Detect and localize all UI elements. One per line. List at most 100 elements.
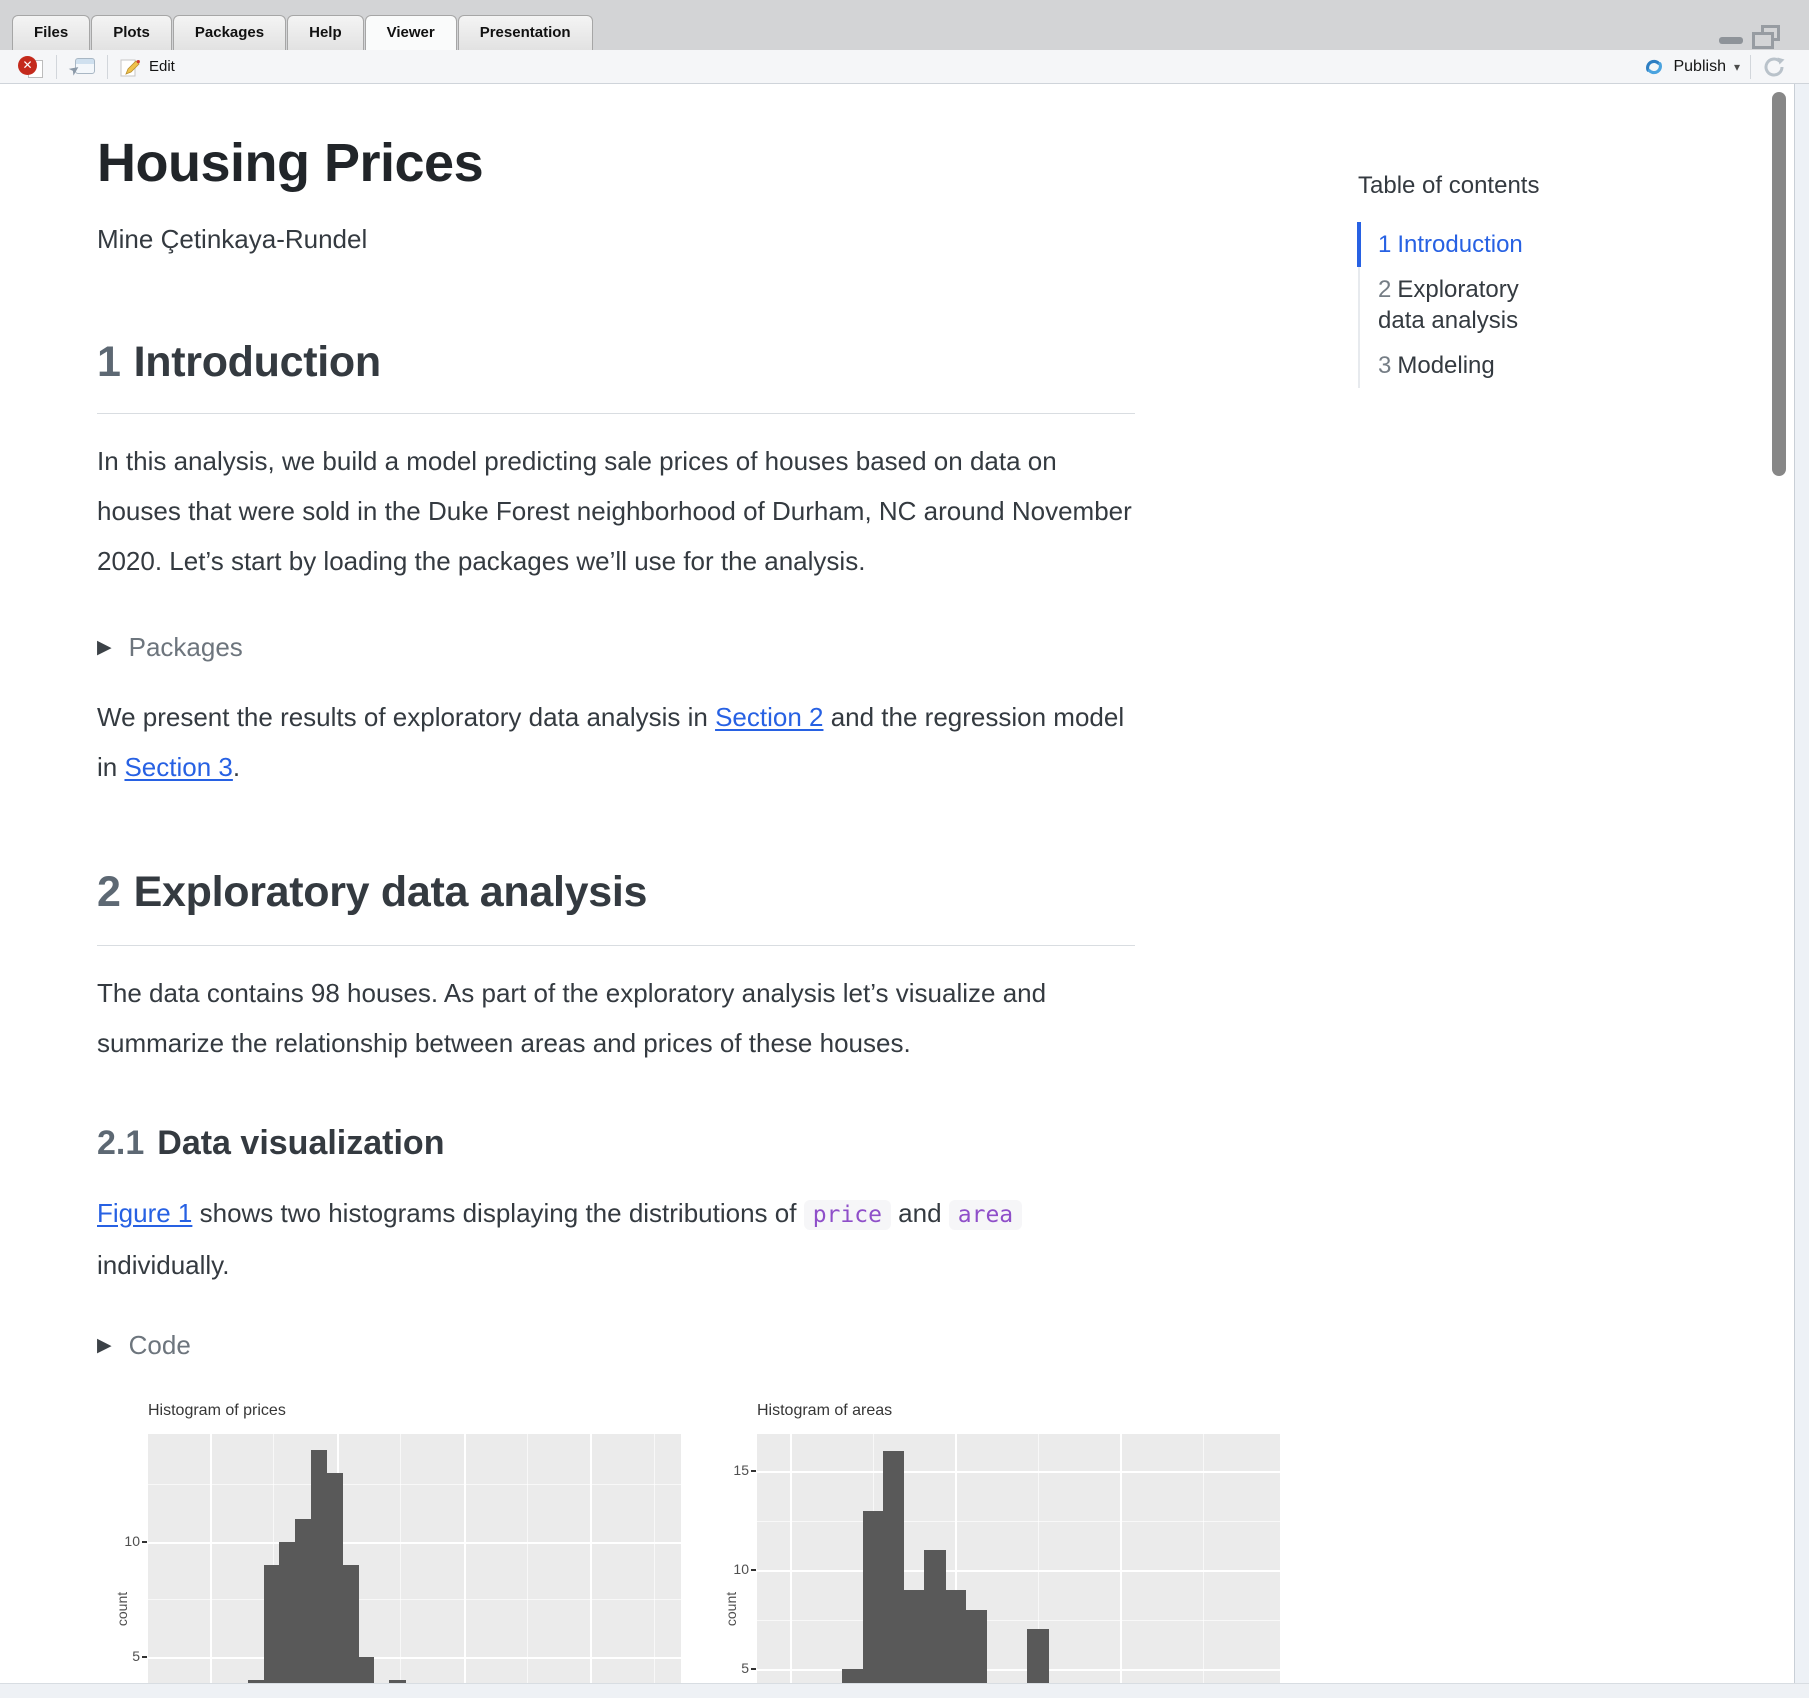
toc-list: 1 Introduction 2 Exploratory data analysis 3… <box>1357 222 1570 388</box>
page-title: Housing Prices <box>97 133 484 193</box>
restore-icon[interactable] <box>1752 25 1782 49</box>
tab-presentation[interactable]: Presentation <box>457 15 593 50</box>
heading-eda: 2 Exploratory data analysis <box>97 868 647 917</box>
heading-text: Exploratory data analysis <box>133 868 648 916</box>
histogram-bar <box>326 1472 343 1683</box>
toolbar-right-group: Publish ▾ <box>1643 54 1809 80</box>
toc-item-label: Exploratory data analysis <box>1378 276 1519 334</box>
toc-item-number: 2 <box>1378 276 1392 303</box>
heading-text: Data visualization <box>157 1124 445 1162</box>
grid-line <box>148 1484 681 1486</box>
grid-line <box>653 1434 655 1683</box>
edit-button[interactable]: Edit <box>120 57 175 77</box>
packages-fold-label: Packages <box>128 632 243 662</box>
grid-line <box>1202 1434 1204 1683</box>
histogram-bar <box>1027 1629 1049 1683</box>
toc-item-modeling[interactable]: 3 Modeling <box>1360 343 1570 388</box>
pane-bottom-edge <box>0 1683 1809 1698</box>
grid-line <box>757 1471 1280 1473</box>
tab-help[interactable]: Help <box>287 15 364 50</box>
pencil-icon <box>120 59 140 76</box>
tab-files[interactable]: Files <box>12 15 91 50</box>
text-run: and <box>890 1198 949 1228</box>
edit-button-label: Edit <box>149 58 175 75</box>
packages-fold[interactable]: ▶ Packages <box>97 632 243 663</box>
rendered-document: Housing Prices Mine Çetinkaya-Rundel 1 In… <box>0 84 1794 1683</box>
histogram-bar <box>965 1609 987 1683</box>
pane-tabs: Files Plots Packages Help Viewer Presentation <box>12 15 594 50</box>
y-axis-title: count <box>723 1591 739 1627</box>
code-fold[interactable]: ▶ Code <box>97 1330 191 1361</box>
publish-dropdown-caret-icon[interactable]: ▾ <box>1733 59 1740 74</box>
vertical-scrollbar[interactable] <box>1772 92 1786 476</box>
plot-panel-histogram-of-areas <box>757 1434 1280 1683</box>
grid-line <box>148 1541 681 1544</box>
grid-line <box>210 1434 212 1683</box>
tab-packages[interactable]: Packages <box>172 15 287 50</box>
plot-title-histogram-of-prices: Histogram of prices <box>148 1402 286 1419</box>
grid-line <box>1037 1434 1039 1683</box>
tab-viewer[interactable]: Viewer <box>364 15 457 50</box>
grid-line <box>757 1669 1280 1671</box>
link-figure-1[interactable]: Figure 1 <box>97 1198 193 1228</box>
histogram-bar <box>842 1669 864 1683</box>
histogram-bar <box>389 1679 406 1683</box>
window-glyph <box>75 57 95 74</box>
link-section-3[interactable]: Section 3 <box>124 752 233 782</box>
grid-line <box>463 1434 466 1683</box>
grid-line <box>273 1434 275 1683</box>
grid-line <box>400 1434 402 1683</box>
histogram-bar <box>883 1451 905 1683</box>
text-run: shows two histograms displaying the dist… <box>192 1198 804 1228</box>
text-run: and the regression model in <box>97 702 1125 782</box>
section-number: 1 <box>97 338 121 386</box>
y-tick-label: 5 <box>741 1660 749 1676</box>
refresh-icon[interactable] <box>1761 54 1787 80</box>
heading-divider <box>97 413 1135 414</box>
publish-button[interactable]: Publish ▾ <box>1643 56 1740 78</box>
restore-front-square <box>1752 32 1774 49</box>
grid-line <box>955 1434 957 1683</box>
histogram-bar <box>310 1449 328 1683</box>
pane-tab-bar: Files Plots Packages Help Viewer Presentation <box>0 0 1809 50</box>
plot-panel-histogram-of-prices <box>148 1434 681 1683</box>
open-in-new-window-icon[interactable]: ➤ <box>65 56 95 78</box>
section-number: 2.1 <box>97 1124 145 1162</box>
histogram-bar <box>263 1564 281 1683</box>
tab-plots[interactable]: Plots <box>91 15 172 50</box>
plot-title-histogram-of-areas: Histogram of areas <box>757 1402 893 1419</box>
toc-heading: Table of contents <box>1358 172 1540 199</box>
y-tick-label: 15 <box>733 1462 749 1478</box>
toc-item-label: Modeling <box>1397 352 1495 379</box>
paragraph-figure: Figure 1 shows two histograms displaying… <box>97 1188 1142 1290</box>
histogram-bar <box>945 1589 967 1683</box>
red-x-icon: ✕ <box>18 55 37 75</box>
y-tick-mark <box>751 1470 756 1472</box>
y-axis-title: count <box>114 1591 130 1627</box>
publish-icon <box>1646 59 1663 74</box>
toc-item-number: 1 <box>1378 231 1392 258</box>
toolbar-separator <box>1750 54 1751 79</box>
y-tick-mark <box>751 1668 756 1670</box>
viewer-toolbar: ✕ ➤ Edit P <box>0 50 1809 84</box>
toc-item-introduction[interactable]: 1 Introduction <box>1357 222 1570 267</box>
heading-divider <box>97 945 1135 946</box>
grid-line <box>590 1434 593 1683</box>
toolbar-separator <box>107 54 108 79</box>
link-section-2[interactable]: Section 2 <box>715 702 824 732</box>
minimize-icon[interactable] <box>1719 37 1743 44</box>
grid-line <box>790 1434 792 1683</box>
toc-item-number: 3 <box>1378 352 1392 379</box>
histogram-bar <box>862 1510 884 1683</box>
clear-viewer-icon[interactable]: ✕ <box>18 55 44 78</box>
toc-item-exploratory-data-analysis[interactable]: 2 Exploratory data analysis <box>1360 267 1570 343</box>
y-tick-label: 10 <box>124 1532 140 1549</box>
grid-line <box>527 1434 528 1683</box>
pane-right-gutter <box>1794 84 1809 1683</box>
toolbar-separator <box>56 54 57 79</box>
heading-introduction: 1 Introduction <box>97 338 381 387</box>
histogram-bar <box>248 1679 265 1683</box>
y-tick-mark <box>142 1655 147 1658</box>
heading-data-visualization: 2.1 Data visualization <box>97 1124 444 1163</box>
